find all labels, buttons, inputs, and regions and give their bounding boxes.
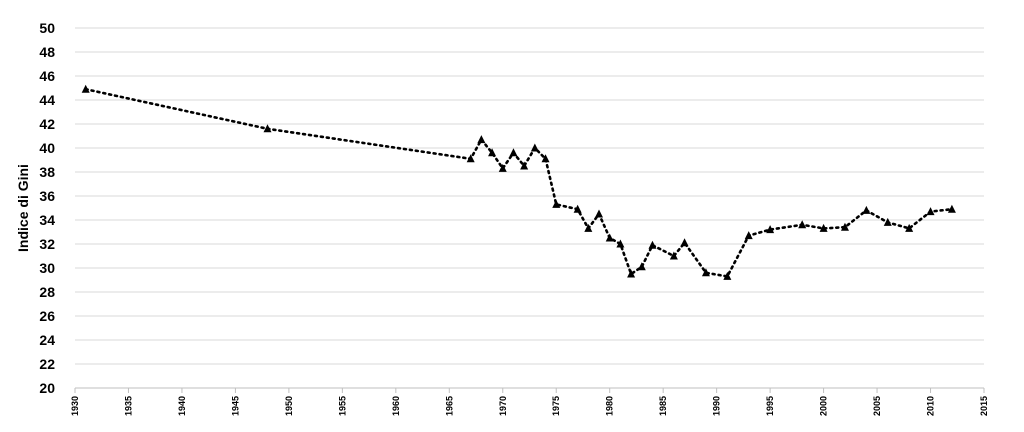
data-point-marker	[616, 239, 625, 248]
data-point-marker	[819, 223, 828, 232]
y-tick-label: 40	[39, 140, 55, 156]
x-tick-label: 1950	[284, 396, 294, 416]
y-tick-label: 24	[39, 332, 55, 348]
y-tick-label: 26	[39, 308, 55, 324]
data-point-marker	[947, 204, 956, 213]
gridlines	[75, 27, 984, 365]
y-tick-label: 44	[39, 92, 55, 108]
data-point-marker	[627, 269, 636, 278]
y-tick-label: 36	[39, 188, 55, 204]
y-axis-label: Indice di Gini	[15, 164, 31, 252]
x-tick-label: 1995	[765, 396, 775, 416]
x-tick-label: 1935	[123, 396, 133, 416]
x-tick-label: 2015	[979, 396, 989, 416]
data-point-marker	[883, 217, 892, 226]
x-tick-label: 2005	[872, 396, 882, 416]
x-tick-label: 1930	[70, 396, 80, 416]
data-point-marker	[595, 209, 604, 218]
x-tick-labels: 1930 1935 1940 1945 1950 1955 1960 1965 1970 1975…	[70, 396, 989, 416]
x-tick-label: 1975	[551, 396, 561, 416]
data-point-marker	[648, 240, 657, 249]
y-tick-label: 32	[39, 236, 55, 252]
data-point-marker	[520, 161, 529, 170]
data-point-marker	[573, 204, 582, 213]
data-point-marker	[477, 135, 486, 144]
data-point-marker	[605, 233, 614, 242]
x-tick-label: 1960	[391, 396, 401, 416]
data-point-marker	[466, 154, 475, 163]
y-tick-label: 38	[39, 164, 55, 180]
data-point-marker	[862, 205, 871, 214]
y-tick-label: 50	[39, 20, 55, 36]
axes	[74, 387, 985, 393]
data-point-marker	[723, 271, 732, 280]
data-point-marker	[744, 231, 753, 240]
x-tick-label: 1965	[444, 396, 454, 416]
data-point-marker	[498, 163, 507, 172]
x-tick-label: 1990	[712, 396, 722, 416]
x-tick-label: 1945	[230, 396, 240, 416]
y-tick-label: 34	[39, 212, 55, 228]
data-point-marker	[637, 262, 646, 271]
y-tick-label: 42	[39, 116, 55, 132]
y-tick-label: 28	[39, 284, 55, 300]
y-tick-label: 22	[39, 356, 55, 372]
data-point-marker	[530, 143, 539, 152]
y-tick-label: 46	[39, 68, 55, 84]
x-tick-label: 1940	[177, 396, 187, 416]
series-line	[84, 87, 954, 278]
data-point-marker	[905, 223, 914, 232]
data-point-marker	[509, 148, 518, 157]
data-point-marker	[766, 225, 775, 234]
x-tick-label: 1985	[658, 396, 668, 416]
x-tick-label: 2010	[926, 396, 936, 416]
x-tick-label: 1970	[498, 396, 508, 416]
x-tick-label: 2000	[819, 396, 829, 416]
data-point-marker	[552, 199, 561, 208]
y-tick-label: 30	[39, 260, 55, 276]
y-tick-label: 20	[39, 380, 55, 396]
data-point-marker	[541, 154, 550, 163]
data-point-marker	[680, 238, 689, 247]
data-point-marker	[584, 223, 593, 232]
data-point-marker	[840, 222, 849, 231]
y-tick-label: 48	[39, 44, 55, 60]
data-point-marker	[488, 148, 497, 157]
series-gini	[81, 84, 956, 280]
data-point-marker	[669, 251, 678, 260]
data-point-marker	[701, 268, 710, 277]
data-point-marker	[81, 84, 90, 93]
y-tick-labels: 20 22 24 26 28 30 32 34 36 38 40 42 44 46 48 50	[39, 20, 55, 396]
data-point-marker	[798, 220, 807, 229]
x-tick-label: 1980	[605, 396, 615, 416]
x-tick-label: 1955	[337, 396, 347, 416]
data-point-marker	[263, 124, 272, 133]
data-point-marker	[926, 207, 935, 216]
